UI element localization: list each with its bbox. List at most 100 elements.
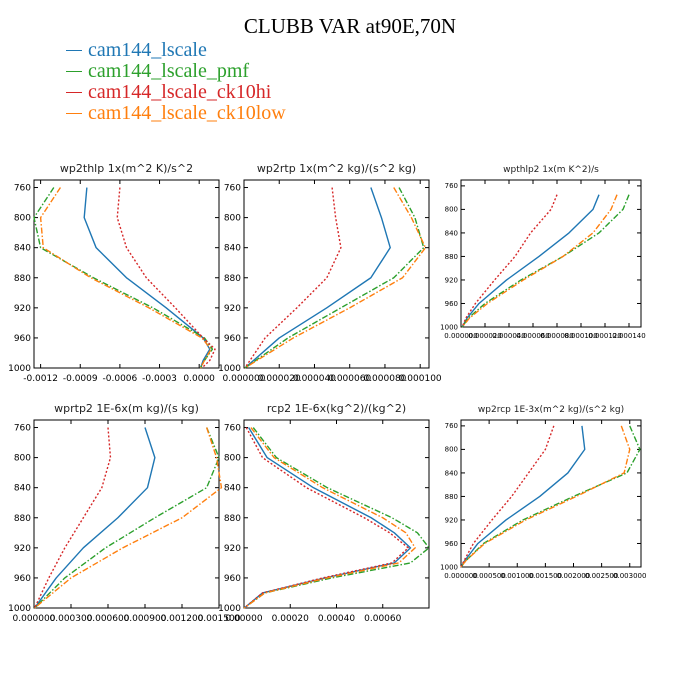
series-line-0 xyxy=(244,187,391,369)
figure-title: CLUBB VAR at90E,70N xyxy=(243,14,457,38)
x-tick-label: 0.003000 xyxy=(613,572,646,580)
x-tick-label: 0.002000 xyxy=(557,572,590,580)
plot-frame xyxy=(33,179,220,369)
x-tick-label: 0.000100 xyxy=(399,374,442,384)
x-tick-label: -0.0006 xyxy=(103,374,138,384)
y-tick-label: 920 xyxy=(14,544,31,554)
series-line-1 xyxy=(33,187,214,369)
legend-item-lscale-ck10hi: cam144_lscale_ck10hi xyxy=(66,81,286,103)
x-tick-label: -0.0003 xyxy=(142,374,177,384)
panel-4: rcp2 1E-6x(kg^2)/(kg^2) 760 800 840 880 920 96… xyxy=(218,402,430,624)
y-tick-label: 920 xyxy=(14,304,31,314)
y-tick-label: 760 xyxy=(224,424,241,434)
x-tick-label: 0.00020 xyxy=(272,614,309,624)
y-tick-label: 800 xyxy=(14,454,31,464)
y-tick-label: 880 xyxy=(224,514,241,524)
series-line-3 xyxy=(460,425,631,568)
series-line-3 xyxy=(461,194,618,328)
x-tick-label: -0.0009 xyxy=(63,374,98,384)
panel-title: wpthlp2 1x(m K^2)/s xyxy=(503,165,599,175)
y-tick-label: 800 xyxy=(224,454,241,464)
y-tick-label: 840 xyxy=(445,469,458,477)
series-line-1 xyxy=(460,425,641,568)
y-tick-label: 960 xyxy=(14,334,31,344)
y-tick-label: 880 xyxy=(445,253,458,261)
x-tick-label: 0.000000 xyxy=(444,572,477,580)
x-tick-label: 0.000060 xyxy=(516,332,549,340)
series-line-0 xyxy=(243,427,412,609)
panel-5: wp2rcp 1E-3x(m^2 kg)/(s^2 kg) 760 800 840 88… xyxy=(440,405,646,580)
series-line-2 xyxy=(244,187,342,369)
x-tick-label: 0.000600 xyxy=(87,614,130,624)
y-tick-label: 760 xyxy=(224,184,241,194)
x-tick-label: 0.0000 xyxy=(183,374,215,384)
x-tick-label: 0.000120 xyxy=(588,332,621,340)
legend-swatch xyxy=(66,92,82,93)
series-line-2 xyxy=(460,425,555,568)
y-tick-label: 760 xyxy=(14,424,31,434)
y-tick-label: 960 xyxy=(224,574,241,584)
legend-label: cam144_lscale xyxy=(88,39,207,61)
y-tick-label: 880 xyxy=(224,274,241,284)
x-tick-label: 0.00000 xyxy=(225,614,262,624)
x-tick-label: 0.001200 xyxy=(161,614,204,624)
y-tick-label: 1000 xyxy=(440,563,458,571)
series-line-2 xyxy=(116,187,216,369)
plot-frame xyxy=(243,179,430,369)
x-tick-label: 0.000000 xyxy=(13,614,56,624)
y-tick-label: 840 xyxy=(14,244,31,254)
series-line-0 xyxy=(461,194,600,328)
legend-swatch xyxy=(66,113,82,114)
x-tick-label: 0.000040 xyxy=(492,332,525,340)
series-line-3 xyxy=(243,427,416,609)
panel-1: wp2rtp 1x(m^2 kg)/(s^2 kg) 760 800 840 880 92… xyxy=(218,162,442,384)
panel-2: wpthlp2 1x(m K^2)/s 760 800 840 880 920 960 100… xyxy=(440,165,646,340)
y-tick-label: 960 xyxy=(224,334,241,344)
y-tick-label: 1000 xyxy=(440,323,458,331)
y-tick-label: 760 xyxy=(445,182,458,190)
y-tick-label: 960 xyxy=(445,300,458,308)
legend-label: cam144_lscale_ck10low xyxy=(88,102,286,124)
legend-swatch xyxy=(66,50,82,51)
y-tick-label: 920 xyxy=(445,276,458,284)
plot-frame xyxy=(460,419,642,568)
y-tick-label: 1000 xyxy=(218,604,241,614)
legend-label: cam144_lscale_pmf xyxy=(88,60,250,82)
x-tick-label: 0.001500 xyxy=(529,572,562,580)
series-line-1 xyxy=(243,427,430,609)
x-tick-label: 0.000080 xyxy=(540,332,573,340)
legend: cam144_lscale cam144_lscale_pmf cam144_l… xyxy=(66,39,286,124)
y-tick-label: 760 xyxy=(14,184,31,194)
legend-item-lscale-ck10low: cam144_lscale_ck10low xyxy=(66,102,286,124)
x-tick-label: 0.00040 xyxy=(318,614,355,624)
plot-frame xyxy=(460,179,642,328)
x-tick-label: 0.000000 xyxy=(223,374,266,384)
y-tick-label: 920 xyxy=(224,544,241,554)
series-line-0 xyxy=(460,425,586,568)
y-tick-label: 960 xyxy=(445,540,458,548)
panel-title: wp2rtp 1x(m^2 kg)/(s^2 kg) xyxy=(257,162,416,175)
y-tick-label: 840 xyxy=(14,484,31,494)
legend-label: cam144_lscale_ck10hi xyxy=(88,81,272,103)
y-tick-label: 800 xyxy=(224,214,241,224)
y-tick-label: 1000 xyxy=(218,364,241,374)
x-tick-label: 0.000060 xyxy=(328,374,371,384)
y-tick-label: 1000 xyxy=(8,364,31,374)
panel-title: wp2thlp 1x(m^2 K)/s^2 xyxy=(60,162,193,175)
series-line-1 xyxy=(244,187,425,369)
panel-title: wp2rcp 1E-3x(m^2 kg)/(s^2 kg) xyxy=(478,405,624,415)
series-line-3 xyxy=(244,187,427,369)
x-tick-label: 0.000300 xyxy=(50,614,93,624)
series-line-1 xyxy=(461,194,630,328)
plot-frame xyxy=(243,419,430,609)
legend-item-lscale: cam144_lscale xyxy=(66,39,286,61)
panel-title: rcp2 1E-6x(kg^2)/(kg^2) xyxy=(267,402,406,415)
panel-3: wprtp2 1E-6x(m kg)/(s kg) 760 800 840 880 920… xyxy=(8,402,241,624)
x-tick-label: 0.000140 xyxy=(612,332,645,340)
y-tick-label: 760 xyxy=(445,422,458,430)
x-tick-label: 0.00060 xyxy=(364,614,401,624)
y-tick-label: 800 xyxy=(14,214,31,224)
y-tick-label: 920 xyxy=(445,516,458,524)
x-tick-label: 0.001000 xyxy=(501,572,534,580)
y-tick-label: 880 xyxy=(14,514,31,524)
